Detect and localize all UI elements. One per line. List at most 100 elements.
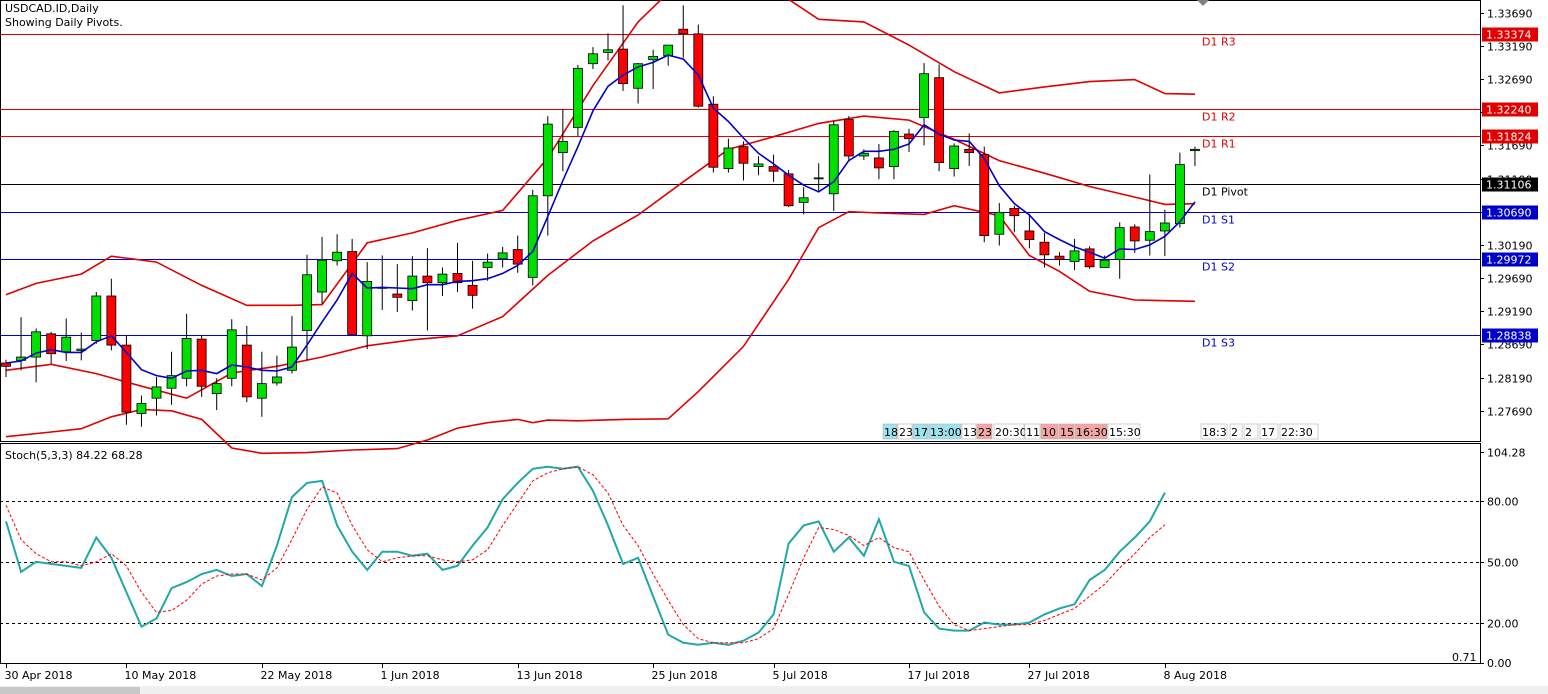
candle-29 bbox=[437, 267, 448, 296]
candle-body bbox=[633, 63, 643, 89]
candle-22 bbox=[332, 234, 343, 266]
candle-75 bbox=[1129, 224, 1140, 253]
pivot-price-tag-5 bbox=[1482, 252, 1538, 267]
candle-79 bbox=[1190, 146, 1200, 166]
horizontal-scroll-track[interactable] bbox=[0, 686, 1548, 694]
candle-53 bbox=[798, 187, 809, 215]
x-tick-label-9: 8 Aug 2018 bbox=[1164, 669, 1227, 682]
candle-body bbox=[557, 140, 568, 154]
stochastic-title: Stoch(5,3,3) 84.22 68.28 bbox=[5, 449, 143, 462]
session-tag-11: 15:30 bbox=[1109, 426, 1141, 439]
candle-body bbox=[347, 251, 358, 335]
candle-body bbox=[828, 124, 839, 195]
session-tag-box-5 bbox=[976, 423, 993, 440]
session-tag-box-2 bbox=[912, 423, 929, 440]
candle-65 bbox=[979, 146, 990, 243]
candle-4 bbox=[61, 318, 72, 362]
pivot-price-tag-text-1: 1.32240 bbox=[1486, 104, 1532, 117]
candle-13 bbox=[196, 335, 207, 397]
candle-body bbox=[482, 261, 493, 268]
session-tag-7: 11 bbox=[1026, 426, 1040, 439]
candle-body bbox=[31, 331, 42, 358]
candle-body bbox=[497, 252, 508, 260]
candle-35 bbox=[527, 189, 538, 286]
candle-body bbox=[437, 273, 448, 284]
candle-body bbox=[467, 284, 478, 296]
candle-31 bbox=[467, 260, 478, 309]
pivot-lines bbox=[0, 34, 1480, 336]
pivot-label-6: D1 S3 bbox=[1202, 337, 1235, 350]
candle-19 bbox=[287, 315, 297, 374]
candle-61 bbox=[919, 63, 929, 146]
session-tag-box-3 bbox=[928, 423, 962, 440]
price-tick-label-2: 1.32690 bbox=[1487, 74, 1533, 87]
session-tag-15: 17 bbox=[1261, 426, 1275, 439]
session-tag-box-9 bbox=[1058, 423, 1075, 440]
candle-body bbox=[573, 67, 583, 128]
candle-3 bbox=[46, 331, 57, 364]
candle-60 bbox=[904, 128, 914, 152]
session-tag-box-13 bbox=[1229, 423, 1243, 440]
session-tag-box-0 bbox=[882, 423, 898, 440]
candle-body bbox=[362, 280, 373, 337]
time-x-axis: 30 Apr 2018 10 May 2018 22 May 2018 1 Jun 2… bbox=[5, 663, 1227, 682]
candle-body bbox=[46, 333, 57, 355]
candle-body bbox=[196, 338, 207, 387]
price-tick-label-7: 1.30190 bbox=[1487, 240, 1533, 253]
candle-body bbox=[542, 123, 553, 197]
session-tag-2: 17 bbox=[914, 426, 928, 439]
candle-body bbox=[618, 48, 628, 85]
candle-21 bbox=[317, 236, 327, 304]
session-tag-3: 13:00 bbox=[930, 426, 962, 439]
candle-body bbox=[527, 195, 538, 278]
pivot-label-2: D1 R1 bbox=[1202, 138, 1236, 151]
candle-body bbox=[1114, 227, 1125, 260]
candle-body bbox=[256, 383, 267, 399]
candle-body bbox=[1084, 248, 1095, 268]
candle-body bbox=[1175, 164, 1185, 225]
candle-body bbox=[1144, 231, 1155, 241]
session-tag-box-15 bbox=[1259, 423, 1279, 440]
stoch-tick-label-2: 50.00 bbox=[1487, 557, 1519, 570]
candle-59 bbox=[889, 130, 899, 180]
candle-12 bbox=[181, 313, 192, 387]
pivot-price-tag-2 bbox=[1482, 129, 1538, 144]
candle-17 bbox=[256, 351, 267, 417]
candle-body bbox=[332, 251, 343, 262]
session-tag-box-1 bbox=[897, 423, 913, 440]
candle-body bbox=[211, 383, 222, 394]
bollinger-lower-line bbox=[5, 204, 1196, 455]
candle-2 bbox=[31, 328, 42, 383]
candle-body bbox=[798, 197, 809, 203]
candle-body bbox=[663, 44, 674, 57]
candle-54 bbox=[813, 163, 824, 193]
stoch-tick-label-3: 20.00 bbox=[1487, 618, 1519, 631]
candle-48 bbox=[723, 138, 734, 173]
candle-body bbox=[136, 403, 147, 414]
candle-49 bbox=[738, 141, 749, 181]
horizontal-scroll-thumb[interactable] bbox=[0, 687, 140, 694]
candle-body bbox=[1159, 222, 1170, 232]
candle-76 bbox=[1144, 174, 1155, 256]
pivot-label-3: D1 Pivot bbox=[1202, 186, 1249, 199]
candle-body bbox=[768, 166, 779, 172]
x-tick-label-5: 25 Jun 2018 bbox=[652, 669, 718, 682]
candle-34 bbox=[512, 235, 523, 273]
chart-shift-marker-icon[interactable] bbox=[1197, 0, 1209, 6]
candle-28 bbox=[422, 248, 433, 331]
candle-body bbox=[964, 148, 975, 154]
candle-body bbox=[1129, 226, 1140, 242]
x-tick-label-2: 22 May 2018 bbox=[261, 669, 333, 682]
session-tag-box-7 bbox=[1024, 423, 1041, 440]
candle-body bbox=[317, 259, 327, 293]
candle-8 bbox=[121, 335, 132, 425]
stoch-extra-tick-label: 0.71 bbox=[1452, 651, 1477, 664]
candle-body bbox=[723, 147, 734, 169]
pivot-label-4: D1 S1 bbox=[1202, 214, 1235, 227]
candle-62 bbox=[934, 64, 944, 172]
session-tag-14: 2 bbox=[1245, 426, 1252, 439]
candle-39 bbox=[588, 47, 598, 70]
candle-body bbox=[904, 133, 914, 140]
pivot-label-0: D1 R3 bbox=[1202, 36, 1236, 49]
